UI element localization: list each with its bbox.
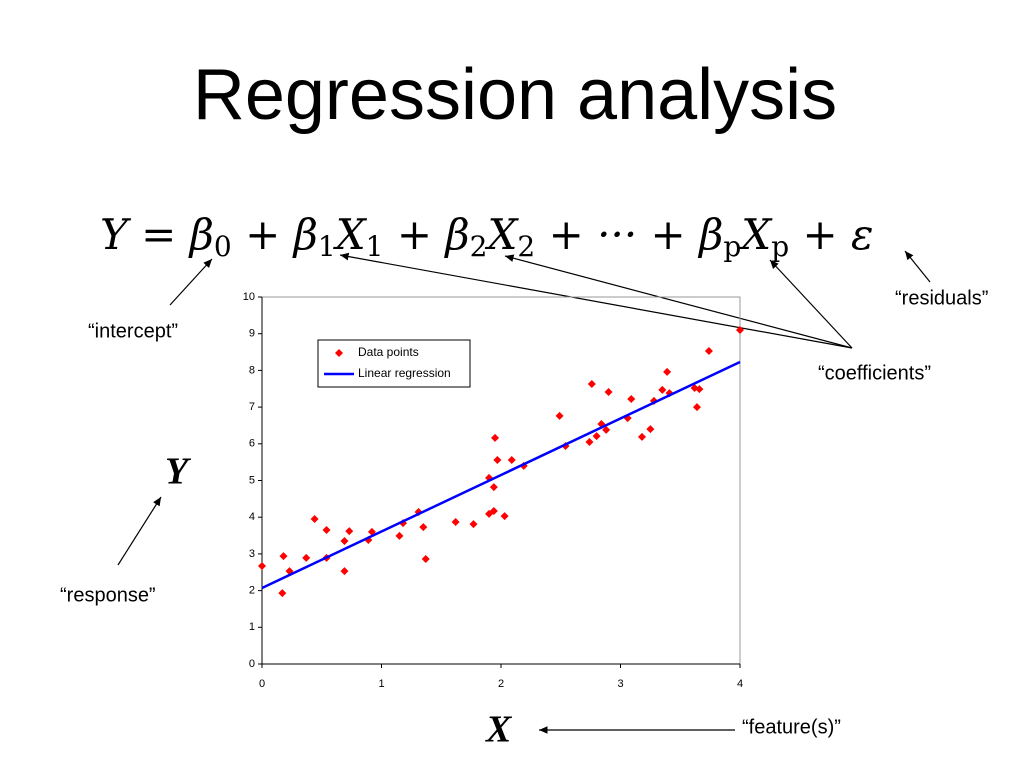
- data-point: [278, 589, 287, 598]
- y-tick-label: 7: [249, 401, 255, 413]
- y-tick-label: 3: [249, 548, 255, 560]
- data-point: [395, 531, 404, 540]
- equation: Y = β0​ + β1​X1​ + β2​X2​ + ··· + βp​Xp​…: [100, 210, 874, 263]
- x-tick-label: 1: [378, 678, 384, 690]
- data-point: [658, 385, 667, 394]
- data-point: [302, 553, 311, 562]
- arrow: [904, 250, 931, 283]
- data-point: [279, 552, 288, 561]
- data-point: [489, 483, 498, 492]
- arrow: [504, 254, 853, 349]
- data-point: [491, 433, 500, 442]
- equation-subscript: p: [771, 230, 789, 263]
- equation-part: + β: [383, 210, 469, 259]
- x-symbol: X: [485, 709, 513, 751]
- features-label: “feature(s)”: [742, 716, 841, 738]
- coefficients-label: “coefficients”: [818, 362, 931, 384]
- equation-part: Y = β: [100, 210, 214, 259]
- equation-part: + ε: [789, 210, 873, 259]
- legend-box: [317, 339, 471, 388]
- data-point: [421, 555, 430, 564]
- y-tick-label: 9: [249, 328, 255, 340]
- equation-subscript: p: [723, 230, 741, 263]
- x-tick-label: 2: [498, 678, 504, 690]
- data-point: [602, 425, 611, 434]
- legend-label: Data points: [358, 345, 419, 359]
- data-point: [340, 537, 349, 546]
- legend-swatch: [335, 349, 343, 357]
- arrow: [169, 258, 213, 306]
- data-point: [555, 411, 564, 420]
- data-point: [258, 562, 266, 571]
- data-point: [419, 523, 428, 532]
- data-point: [500, 512, 509, 521]
- data-point: [310, 515, 319, 524]
- data-point: [585, 437, 594, 446]
- equation-subscript: 0: [214, 230, 232, 263]
- legend-label: Linear regression: [358, 366, 451, 380]
- data-point: [592, 432, 601, 441]
- data-point: [322, 526, 331, 535]
- data-point: [451, 517, 460, 526]
- y-tick-label: 6: [249, 438, 255, 450]
- data-point: [507, 455, 516, 464]
- data-point: [489, 506, 498, 515]
- y-tick-label: 10: [243, 291, 255, 303]
- x-tick-label: 3: [617, 678, 623, 690]
- data-point: [587, 379, 596, 388]
- equation-subscript: 2: [517, 230, 535, 263]
- y-tick-label: 1: [249, 621, 255, 633]
- data-point: [493, 455, 502, 464]
- equation-part: X: [738, 210, 773, 259]
- data-point: [646, 425, 655, 434]
- equation-part: X: [333, 210, 368, 259]
- equation-part: + ··· + β: [535, 210, 723, 259]
- data-point: [340, 567, 349, 576]
- data-point: [604, 388, 613, 397]
- arrow: [117, 496, 162, 566]
- equation-subscript: 1: [366, 230, 384, 263]
- data-point: [704, 346, 713, 355]
- data-point: [736, 326, 744, 335]
- slide-title: Regression analysis: [193, 55, 837, 135]
- arrow: [769, 259, 853, 349]
- equation-subscript: 1: [318, 230, 336, 263]
- data-point: [627, 395, 636, 404]
- data-point: [638, 432, 647, 441]
- y-tick-label: 4: [249, 511, 255, 523]
- response-label: “response”: [60, 584, 156, 606]
- intercept-label: “intercept”: [88, 320, 178, 342]
- y-tick-label: 8: [249, 364, 255, 376]
- y-tick-label: 0: [249, 658, 255, 670]
- y-tick-label: 5: [249, 474, 255, 486]
- residuals-label: “residuals”: [895, 287, 988, 309]
- y-symbol: Y: [165, 451, 192, 493]
- equation-subscript: 2: [470, 230, 488, 263]
- data-point: [345, 527, 354, 536]
- data-point: [663, 367, 672, 376]
- regression-line: [261, 360, 741, 590]
- equation-part: + β: [232, 210, 318, 259]
- x-tick-label: 0: [259, 678, 265, 690]
- x-tick-label: 4: [737, 678, 743, 690]
- data-point: [469, 520, 478, 529]
- y-tick-label: 2: [249, 585, 255, 597]
- arrow: [339, 252, 853, 349]
- data-point: [695, 385, 704, 394]
- data-point: [692, 403, 701, 412]
- equation-part: X: [485, 210, 520, 259]
